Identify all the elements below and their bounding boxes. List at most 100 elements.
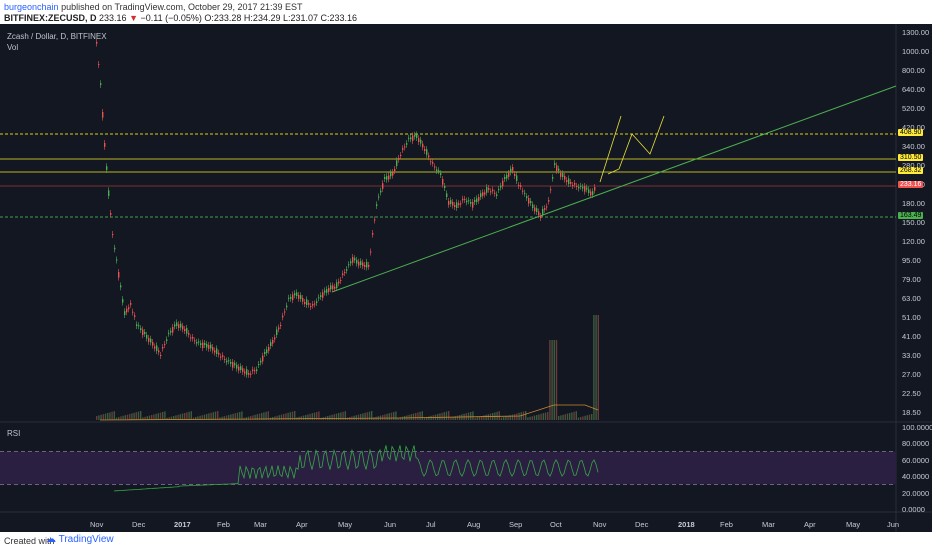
volume-bar	[555, 340, 558, 420]
candle-body	[440, 173, 442, 175]
candle-body	[482, 192, 484, 196]
volume-bar	[102, 414, 104, 420]
price-tick: 41.00	[902, 332, 921, 341]
volume-bar	[522, 411, 525, 420]
volume-bar	[507, 415, 509, 420]
candle-body	[378, 196, 380, 198]
candle-body	[220, 356, 222, 358]
volume-bar	[283, 414, 285, 420]
time-tick: Aug	[467, 520, 481, 529]
candle-body	[96, 42, 98, 44]
rsi-tick: 20.0000	[902, 488, 930, 498]
price-chart-canvas[interactable]	[0, 24, 932, 532]
candle-body	[290, 296, 292, 299]
candle-body	[462, 198, 464, 201]
candle-body	[464, 199, 466, 200]
volume-bar	[236, 412, 239, 420]
candle-body	[312, 304, 314, 306]
volume-bar	[566, 413, 569, 420]
price-tick: 33.00	[902, 351, 921, 360]
candle-body	[322, 292, 324, 298]
volume-bar	[109, 412, 111, 420]
rsi-tick: 40.0000	[902, 472, 930, 482]
volume-bar	[311, 413, 313, 420]
rsi-band	[0, 451, 896, 485]
volume-bar	[318, 411, 320, 420]
candle-body	[548, 200, 550, 202]
candle-body	[270, 342, 272, 346]
volume-bar	[104, 413, 107, 420]
candle-body	[218, 352, 220, 355]
candle-body	[164, 344, 166, 345]
candle-body	[382, 183, 384, 189]
candle-body	[110, 213, 112, 215]
volume-label: Vol	[7, 43, 19, 52]
volume-bar	[276, 415, 278, 420]
volume-bar	[291, 411, 294, 420]
candle-body	[516, 175, 518, 181]
volume-bar	[329, 415, 331, 420]
volume-bar	[588, 414, 591, 420]
candle-body	[460, 203, 462, 205]
volume-bar	[360, 414, 362, 420]
candle-body	[142, 329, 144, 336]
candle-body	[138, 325, 140, 327]
candle-body	[500, 185, 502, 188]
candle-body	[294, 293, 296, 296]
candle-body	[570, 182, 572, 184]
volume-bar	[148, 415, 151, 420]
candle-body	[376, 204, 378, 206]
candle-body	[364, 265, 366, 267]
volume-bar	[472, 411, 474, 420]
volume-bar	[355, 415, 357, 420]
candle-body	[184, 329, 186, 331]
time-tick: May	[846, 520, 861, 529]
volume-bar	[203, 414, 206, 420]
volume-bar	[263, 412, 265, 420]
volume-bar	[118, 417, 120, 420]
candle-body	[198, 341, 200, 343]
volume-bar	[586, 415, 588, 420]
candle-body	[384, 177, 386, 179]
candle-body	[494, 192, 496, 194]
volume-bar	[386, 413, 388, 420]
candle-body	[532, 204, 534, 208]
candle-body	[456, 202, 458, 208]
volume-bar	[542, 413, 544, 420]
volume-bar	[549, 340, 551, 420]
rsi-line	[113, 445, 599, 492]
ticker-line: BITFINEX:ZECUSD, D 233.16 ▼ −0.11 (−0.05…	[4, 13, 357, 23]
tradingview-logo[interactable]: ☁ TradingView	[46, 534, 114, 545]
volume-bar	[593, 315, 595, 420]
candle-body	[264, 352, 266, 354]
candle-body	[190, 337, 192, 339]
time-tick: Mar	[254, 520, 267, 529]
volume-bar	[454, 416, 456, 420]
volume-bar	[219, 417, 221, 420]
volume-bar	[221, 416, 223, 420]
volume-bar	[366, 412, 368, 420]
candle-body	[216, 348, 218, 354]
candle-body	[150, 338, 152, 343]
volume-bar	[373, 417, 375, 420]
volume-bar	[584, 415, 586, 420]
candle-body	[268, 347, 270, 351]
candle-body	[372, 233, 374, 235]
candle-body	[282, 315, 284, 318]
time-tick: Jun	[384, 520, 397, 529]
volume-bar	[280, 414, 283, 420]
volume-bar	[450, 417, 452, 420]
candle-body	[506, 174, 508, 179]
candle-body	[280, 325, 282, 326]
volume-bar	[503, 417, 505, 420]
chart-pane[interactable]: Zcash / Dollar, D, BITFINEX Vol RSI 1300…	[0, 24, 932, 532]
candle-body	[188, 333, 190, 335]
volume-bar	[529, 416, 531, 420]
author-link[interactable]: burgeonchain	[4, 2, 59, 12]
candle-body	[352, 257, 354, 263]
candle-body	[454, 205, 456, 207]
volume-bar	[393, 412, 395, 420]
level-price-label: 233.16	[898, 181, 924, 188]
volume-bar	[135, 412, 137, 420]
volume-bar	[122, 415, 124, 420]
